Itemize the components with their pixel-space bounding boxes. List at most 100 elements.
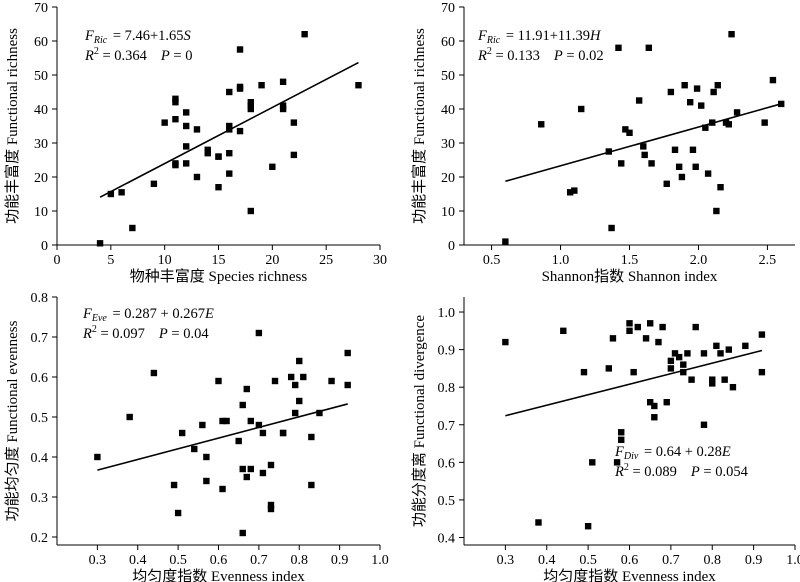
data-point: [129, 224, 136, 232]
data-point: [630, 368, 637, 376]
y-tick-label: 60: [441, 35, 455, 50]
data-point: [215, 377, 222, 385]
data-point: [290, 151, 298, 159]
data-point: [247, 417, 254, 425]
x-tick-label: 1.5: [621, 253, 639, 268]
data-point: [296, 397, 303, 405]
r2-superscript: 2: [487, 46, 492, 57]
eq-lhs: F: [614, 444, 624, 460]
data-point: [172, 116, 179, 123]
data-point: [239, 529, 246, 537]
data-point: [172, 99, 179, 106]
y-tick-label: 70: [34, 1, 48, 16]
data-point: [502, 338, 509, 346]
data-point: [193, 173, 201, 181]
data-point: [709, 380, 716, 387]
r2-superscript: 2: [92, 324, 97, 335]
data-point: [698, 102, 705, 109]
p-symbol: P: [158, 326, 168, 342]
data-point: [646, 320, 654, 327]
data-point: [686, 99, 694, 106]
data-point: [236, 127, 244, 135]
data-point: [584, 523, 592, 530]
data-point: [678, 173, 686, 181]
chart-panel-bottom-right: 0.3 0.4 0.5 0.6 0.7 0.8 0.9 1.0 0.4 0.5 0.6 0.7 0.8 0…: [411, 297, 800, 582]
data-point: [267, 501, 275, 509]
y-tick-label: 0.6: [438, 456, 456, 471]
regression-equation: FRic = 7.46+1.65S: [84, 28, 192, 46]
regression-stats: R2 = 0.364 P = 0: [84, 46, 192, 64]
x-tick-label: 1.0: [786, 553, 800, 568]
p-value: = 0: [170, 48, 193, 64]
data-point: [714, 82, 721, 89]
data-point: [247, 105, 254, 113]
regression-line: [505, 103, 782, 183]
y-tick-label: 70: [441, 1, 455, 16]
y-tick-label: 0: [448, 239, 455, 254]
eq-variable: H: [589, 28, 602, 44]
data-point: [226, 122, 233, 130]
data-point: [560, 327, 567, 335]
data-point: [150, 180, 158, 187]
regression-equation: FEve = 0.287 + 0.267E: [82, 306, 214, 324]
x-axis-title: 均匀度指数 Evenness index: [543, 568, 716, 582]
x-tick-label: 20: [265, 253, 279, 268]
data-point: [733, 109, 741, 116]
regression-stats: R2 = 0.089 P = 0.054: [614, 462, 749, 480]
data-point: [571, 187, 578, 194]
y-tick-label: 0.6: [31, 371, 49, 386]
x-tick-label: 30: [373, 253, 387, 268]
chart-panel-top-left: 0 5 10 15 20 25 30 0 10 20 30 40 50 60 70 物种丰富度 Species…: [3, 1, 387, 285]
x-tick-label: 0.3: [497, 553, 515, 568]
data-point: [642, 335, 650, 342]
eq-lhs: F: [82, 306, 92, 322]
y-tick-label: 50: [34, 69, 48, 84]
data-point: [161, 119, 168, 126]
data-point: [580, 368, 588, 376]
x-axis-title: Shannon指数 Shannon index: [542, 268, 718, 285]
y-tick-label: 0.2: [31, 531, 49, 546]
regression-stats: R2 = 0.133 P = 0.02: [477, 46, 604, 64]
y-tick-label: 0.5: [31, 411, 49, 426]
data-point: [709, 119, 716, 126]
data-point: [267, 461, 275, 469]
data-point: [671, 350, 679, 357]
y-axis-title: 功能均匀度 Functional evenness: [4, 320, 21, 521]
eq-variable: E: [204, 306, 214, 322]
data-point: [292, 381, 299, 389]
data-point: [758, 331, 766, 338]
data-point: [692, 163, 699, 170]
eq-rhs: = 11.91+11.39: [502, 28, 590, 44]
x-tick-label: 0.5: [579, 553, 597, 568]
data-point: [626, 320, 633, 327]
data-point: [688, 376, 695, 383]
p-symbol: P: [553, 48, 563, 64]
y-tick-label: 20: [34, 171, 48, 186]
data-point: [308, 433, 315, 441]
data-point: [667, 357, 675, 365]
data-point: [203, 453, 210, 461]
data-point: [769, 76, 777, 84]
data-point: [626, 327, 633, 335]
p-value: = 0.054: [700, 464, 749, 480]
data-point: [609, 335, 617, 342]
data-point: [700, 421, 708, 428]
data-point: [671, 146, 679, 153]
data-point: [300, 373, 307, 381]
r2-superscript: 2: [624, 462, 629, 473]
x-tick-label: 0.8: [704, 553, 722, 568]
data-point: [259, 469, 267, 477]
data-point: [193, 126, 201, 133]
data-point: [651, 414, 658, 421]
data-point: [675, 163, 683, 170]
data-point: [613, 459, 621, 466]
y-axis-title: 功能分度离 Functional divergence: [411, 315, 428, 528]
data-point: [296, 357, 303, 365]
data-point: [255, 329, 263, 337]
data-point: [191, 445, 198, 453]
y-tick-label: 40: [441, 103, 455, 118]
data-point: [648, 160, 655, 167]
y-tick-label: 0.7: [438, 419, 456, 434]
x-tick-label: 5: [107, 253, 114, 268]
data-point: [215, 184, 222, 191]
